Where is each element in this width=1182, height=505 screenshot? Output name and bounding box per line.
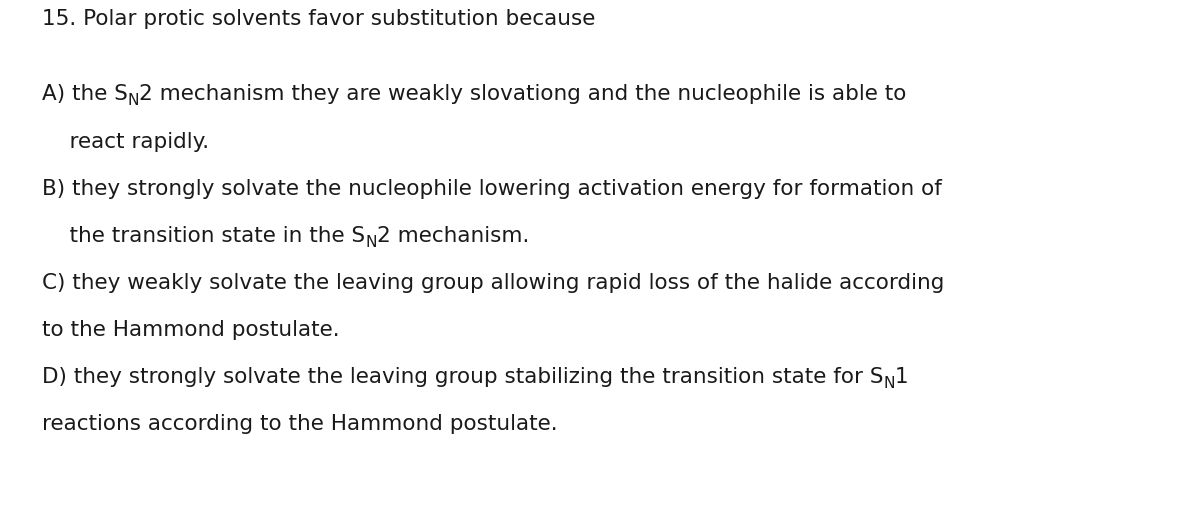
Text: 15. Polar protic solvents favor substitution because: 15. Polar protic solvents favor substitu… [43, 9, 596, 29]
Text: 2 mechanism.: 2 mechanism. [377, 226, 530, 246]
Text: B) they strongly solvate the nucleophile lowering activation energy for formatio: B) they strongly solvate the nucleophile… [43, 179, 942, 199]
Text: C) they weakly solvate the leaving group allowing rapid loss of the halide accor: C) they weakly solvate the leaving group… [43, 273, 944, 293]
Text: D) they strongly solvate the leaving group stabilizing the transition state for : D) they strongly solvate the leaving gro… [43, 367, 883, 387]
Text: N: N [128, 93, 139, 108]
Text: N: N [365, 235, 377, 250]
Text: reactions according to the Hammond postulate.: reactions according to the Hammond postu… [43, 414, 558, 434]
Text: 2 mechanism they are weakly slovationg and the nucleophile is able to: 2 mechanism they are weakly slovationg a… [139, 84, 907, 104]
Text: to the Hammond postulate.: to the Hammond postulate. [43, 320, 339, 340]
Text: the transition state in the S: the transition state in the S [43, 226, 365, 246]
Text: N: N [883, 376, 895, 391]
Text: 1: 1 [895, 367, 909, 387]
Text: A) the S: A) the S [43, 84, 128, 104]
Text: react rapidly.: react rapidly. [43, 132, 209, 152]
